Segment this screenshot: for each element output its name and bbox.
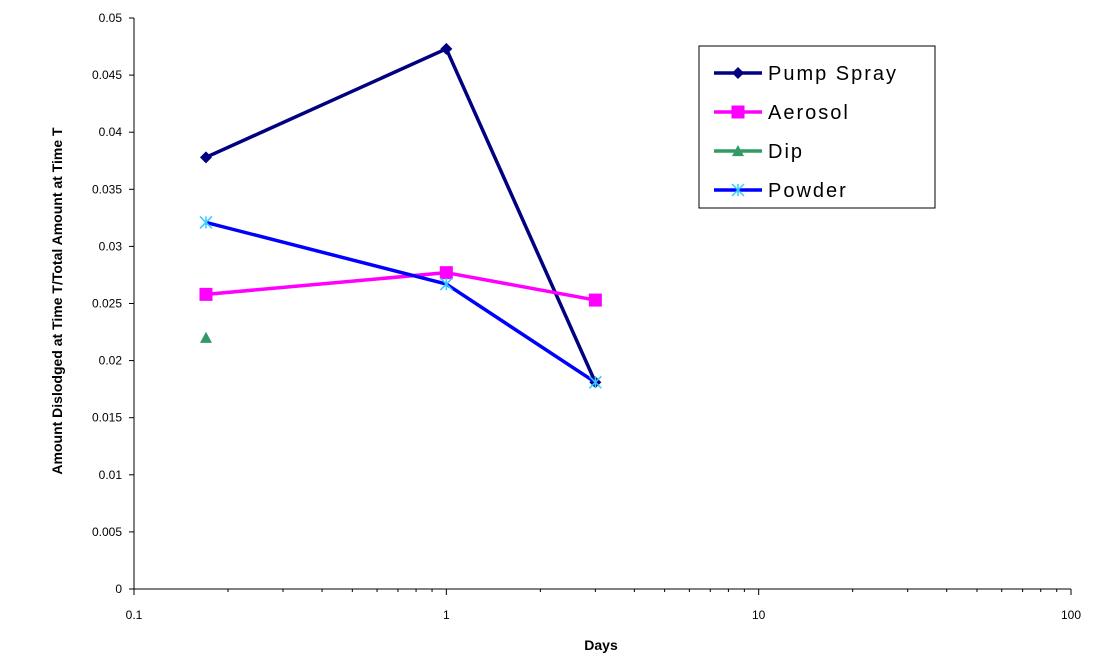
triangle-marker — [199, 331, 212, 343]
legend: Pump Spray Aerosol Dip Powder — [698, 45, 936, 209]
square-marker — [588, 293, 602, 307]
square-marker — [439, 266, 453, 280]
x-tick-label: 0.1 — [126, 608, 143, 622]
x-star-marker — [731, 183, 745, 197]
y-tick-label: 0.01 — [99, 468, 123, 482]
x-axis-ticks: 0.1 1 10 100 — [126, 589, 1081, 622]
square-marker — [731, 105, 745, 119]
series-line-aerosol — [205, 270, 596, 302]
x-star-marker — [439, 277, 453, 291]
legend-entry-dip: Dip — [714, 141, 804, 163]
y-tick-label: 0.05 — [99, 11, 123, 25]
square-marker — [199, 287, 213, 301]
y-tick-label: 0.04 — [99, 125, 123, 139]
x-tick-label: 10 — [752, 608, 766, 622]
series-pump-spray — [199, 42, 602, 389]
x-tick-label: 1 — [443, 608, 450, 622]
y-tick-label: 0.015 — [92, 411, 122, 425]
y-tick-label: 0.035 — [92, 182, 122, 196]
x-star-marker — [588, 375, 602, 389]
legend-entry-pump-spray: Pump Spray — [714, 63, 898, 85]
y-axis-ticks: 0 0.005 0.01 0.015 0.02 0.025 0.03 0.035 0.04 0.0… — [92, 11, 134, 596]
series-line-pump-spray — [205, 47, 597, 384]
legend-entry-powder: Powder — [714, 180, 848, 202]
diamond-marker — [732, 67, 744, 79]
legend-label: Dip — [768, 141, 804, 163]
series-dip — [199, 331, 212, 343]
diamond-marker — [440, 42, 453, 55]
y-tick-label: 0.045 — [92, 68, 122, 82]
diamond-marker — [199, 151, 212, 164]
y-tick-label: 0.005 — [92, 525, 122, 539]
x-tick-label: 100 — [1061, 608, 1081, 622]
y-tick-label: 0.025 — [92, 297, 122, 311]
x-axis-title: Days — [584, 637, 618, 653]
legend-entry-aerosol: Aerosol — [714, 102, 850, 124]
y-tick-label: 0 — [115, 582, 122, 596]
x-star-marker — [199, 215, 213, 229]
series-aerosol — [199, 266, 602, 307]
series-line-powder — [205, 220, 597, 384]
y-tick-label: 0.02 — [99, 354, 123, 368]
y-axis-title: Amount Dislodged at Time T/Total Amount … — [49, 127, 65, 475]
series-layer — [199, 42, 602, 389]
y-tick-label: 0.03 — [99, 239, 123, 253]
legend-label: Aerosol — [768, 102, 850, 124]
triangle-marker — [732, 145, 744, 157]
series-powder — [199, 215, 602, 389]
legend-label: Powder — [768, 180, 848, 202]
legend-label: Pump Spray — [768, 63, 898, 85]
